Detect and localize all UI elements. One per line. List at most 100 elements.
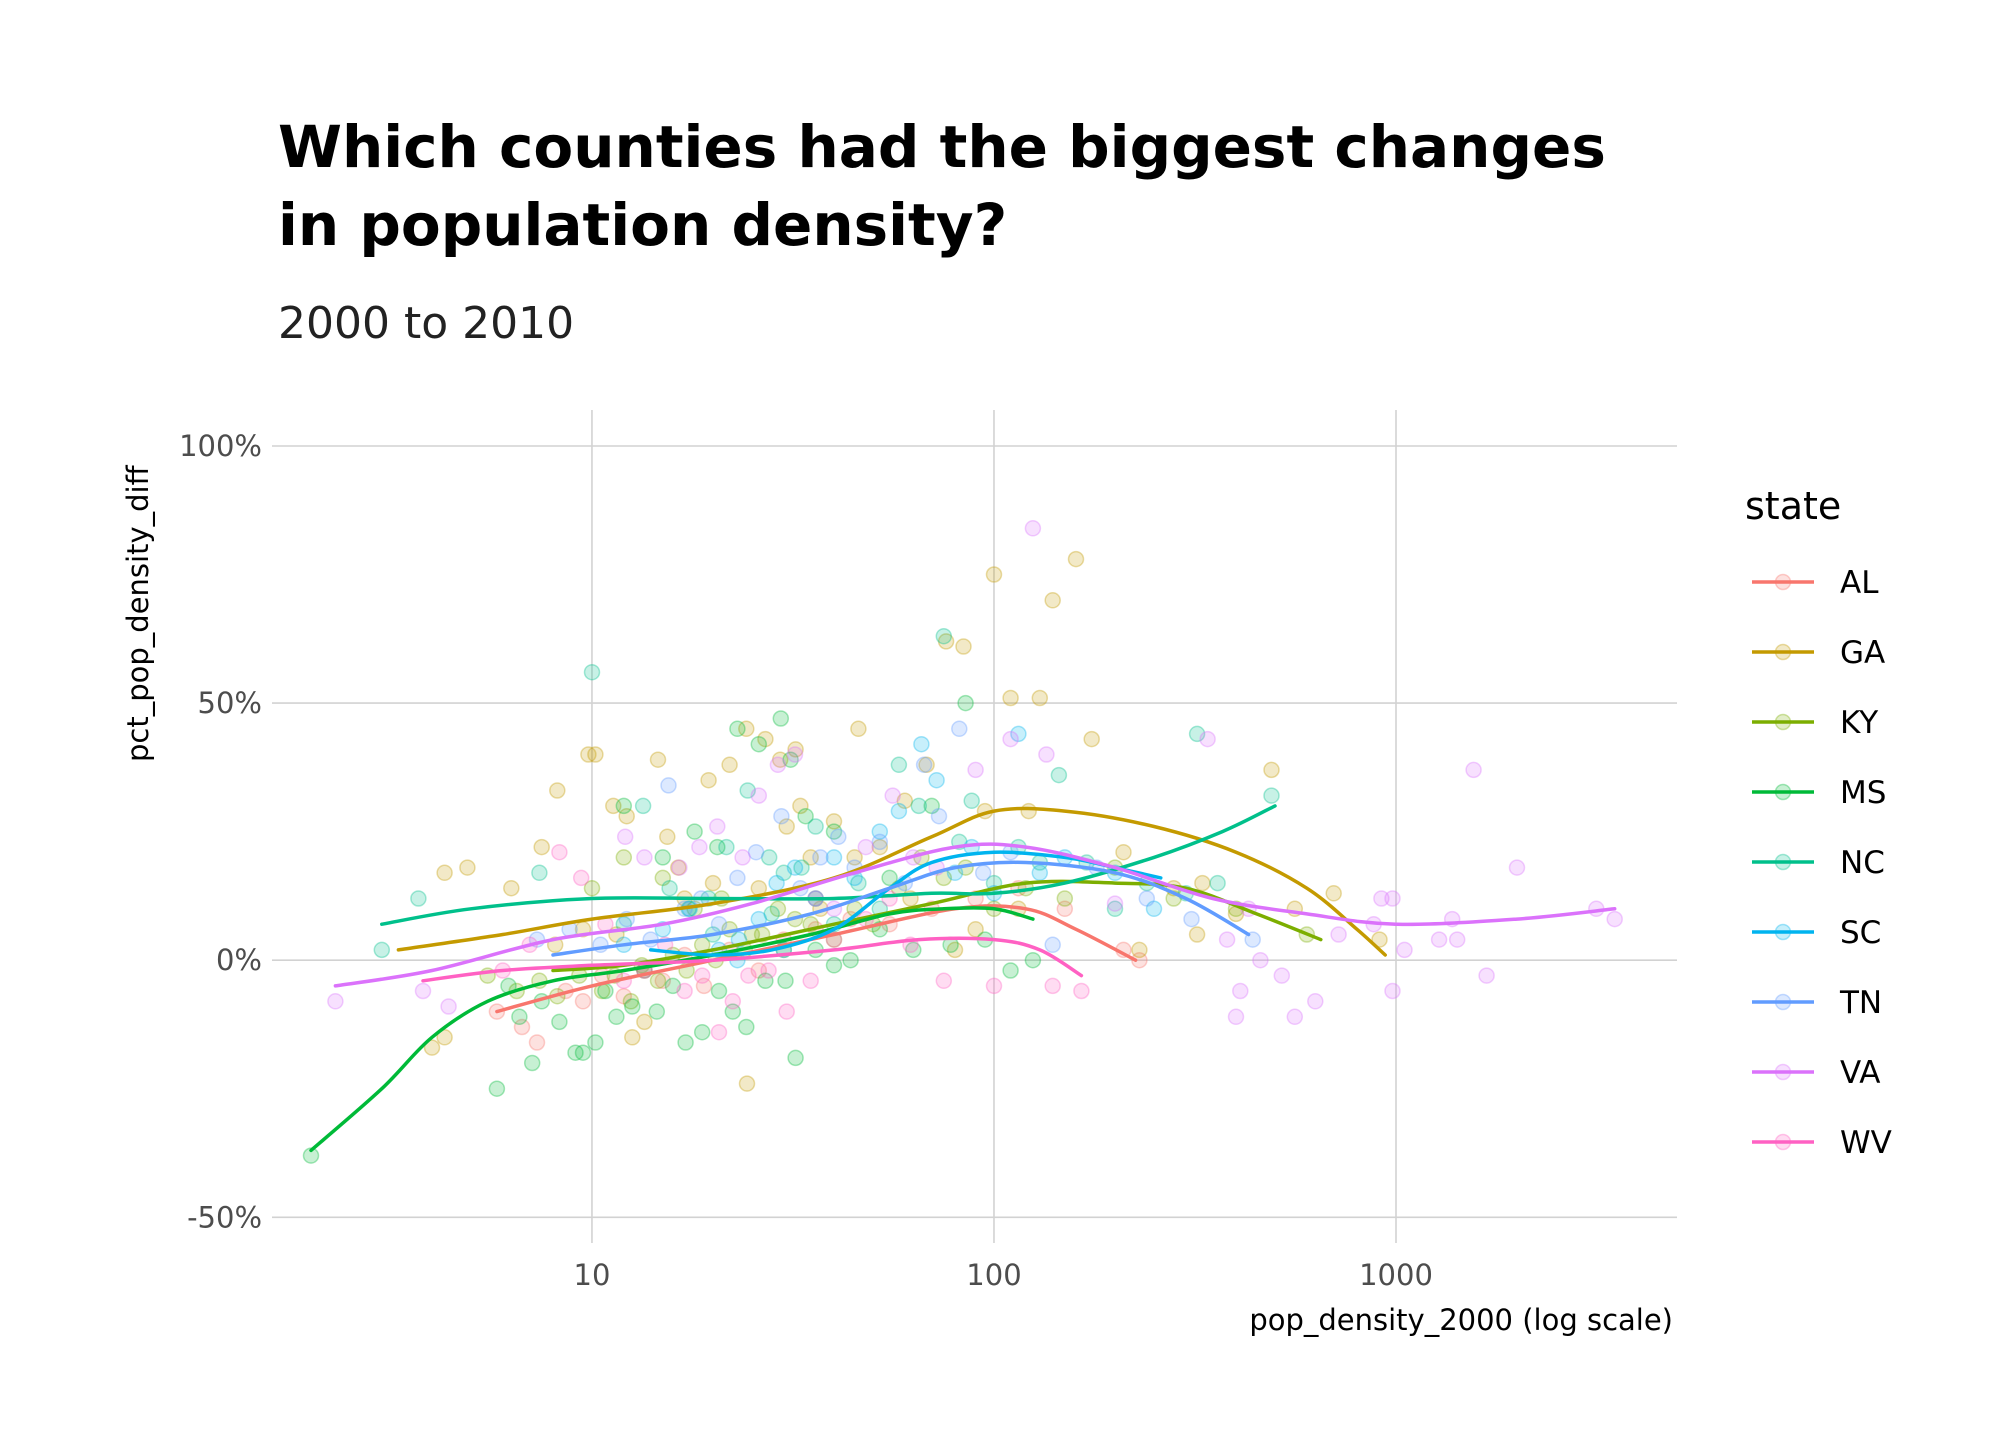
point-ga bbox=[549, 782, 566, 799]
point-ga bbox=[721, 756, 738, 774]
legend-label: KY bbox=[1840, 705, 1878, 741]
point-ms bbox=[1024, 951, 1042, 969]
trend-line-ms bbox=[309, 906, 1035, 1153]
trend-line-ky bbox=[551, 879, 1323, 973]
point-nc bbox=[763, 905, 780, 923]
point-va bbox=[671, 859, 688, 876]
point-ms bbox=[724, 1003, 742, 1020]
point-ms bbox=[567, 1044, 584, 1061]
point-nc bbox=[775, 864, 793, 882]
point-va bbox=[1273, 967, 1291, 984]
point-va bbox=[1106, 895, 1124, 912]
x-axis-title: pop_density_2000 (log scale) bbox=[1249, 1303, 1673, 1337]
point-tn bbox=[812, 849, 829, 866]
point-va bbox=[1218, 931, 1236, 948]
point-nc bbox=[890, 756, 908, 774]
point-ga bbox=[1044, 592, 1061, 609]
point-tn bbox=[915, 756, 933, 774]
point-ga bbox=[436, 1029, 453, 1046]
y-tick-label: 0% bbox=[216, 943, 262, 977]
point-sc bbox=[1145, 900, 1163, 918]
point-va bbox=[1396, 941, 1413, 959]
point-ms bbox=[738, 1018, 755, 1036]
point-nc bbox=[583, 663, 601, 681]
point-va bbox=[857, 838, 875, 856]
plot-grid bbox=[272, 410, 1677, 1243]
point-ga bbox=[738, 720, 755, 738]
point-wv bbox=[693, 967, 711, 984]
point-ms bbox=[777, 972, 794, 990]
point-sc bbox=[1010, 725, 1027, 743]
point-wv bbox=[802, 972, 819, 990]
point-ga bbox=[649, 751, 667, 768]
point-ga bbox=[436, 864, 453, 882]
point-wv bbox=[935, 972, 953, 990]
x-axis-ticks: 10 100 1000 bbox=[574, 1258, 1433, 1292]
y-tick-label: 50% bbox=[198, 686, 262, 720]
point-ms bbox=[608, 1008, 625, 1026]
legend-label: VA bbox=[1840, 1055, 1880, 1091]
point-al bbox=[654, 972, 672, 990]
point-al bbox=[513, 1018, 531, 1036]
point-va bbox=[616, 828, 634, 846]
point-va bbox=[691, 838, 708, 856]
point-ms bbox=[1002, 962, 1019, 979]
point-ga bbox=[946, 941, 964, 959]
point-nc bbox=[410, 890, 427, 907]
point-ga bbox=[985, 566, 1003, 583]
point-tn bbox=[710, 915, 728, 933]
point-tn bbox=[830, 828, 847, 846]
point-va bbox=[1286, 1008, 1304, 1026]
point-nc bbox=[1106, 900, 1124, 918]
point-ms bbox=[587, 1034, 604, 1051]
point-wv bbox=[710, 1023, 728, 1041]
point-ms bbox=[677, 1034, 694, 1051]
point-ms bbox=[693, 1023, 711, 1041]
point-va bbox=[1508, 859, 1526, 876]
point-ga bbox=[955, 638, 972, 655]
point-ms bbox=[574, 1044, 592, 1061]
point-ky bbox=[649, 972, 667, 990]
point-ga bbox=[850, 720, 867, 738]
point-wv bbox=[676, 982, 693, 1000]
point-ms bbox=[686, 823, 703, 840]
point-wv bbox=[572, 869, 590, 887]
point-nc bbox=[935, 627, 953, 645]
point-ga bbox=[423, 1039, 441, 1056]
point-ky bbox=[622, 993, 640, 1010]
point-ga bbox=[1031, 689, 1049, 707]
y-tick-label: 100% bbox=[179, 429, 262, 463]
point-va bbox=[1606, 910, 1623, 928]
point-ga bbox=[459, 859, 476, 876]
point-va bbox=[709, 818, 726, 835]
point-nc bbox=[661, 879, 678, 897]
point-sc bbox=[768, 874, 785, 892]
point-va bbox=[1307, 993, 1324, 1010]
point-tn bbox=[747, 843, 765, 861]
point-nc bbox=[910, 797, 928, 815]
point-va bbox=[750, 787, 768, 804]
point-sc bbox=[928, 771, 945, 789]
scatter-points bbox=[302, 520, 1623, 1164]
point-ms bbox=[923, 797, 940, 815]
point-wv bbox=[760, 962, 777, 979]
point-ga bbox=[802, 849, 819, 866]
point-va bbox=[636, 849, 653, 866]
point-ms bbox=[729, 720, 746, 738]
point-va bbox=[440, 998, 457, 1015]
trend-line-tn bbox=[551, 860, 1251, 957]
point-wv bbox=[985, 977, 1003, 995]
legend-label: NC bbox=[1840, 845, 1885, 881]
point-ms bbox=[757, 972, 774, 990]
point-sc bbox=[786, 859, 804, 876]
point-ms bbox=[615, 797, 633, 815]
point-ms bbox=[782, 751, 799, 768]
point-ga bbox=[1083, 730, 1100, 748]
trend-line-nc bbox=[380, 804, 1277, 926]
point-ms bbox=[957, 694, 974, 712]
point-va bbox=[786, 746, 804, 763]
point-ga bbox=[871, 838, 889, 856]
legend-item-tn: TN bbox=[1752, 985, 1882, 1021]
point-nc bbox=[1209, 874, 1226, 892]
point-ga bbox=[757, 730, 774, 748]
